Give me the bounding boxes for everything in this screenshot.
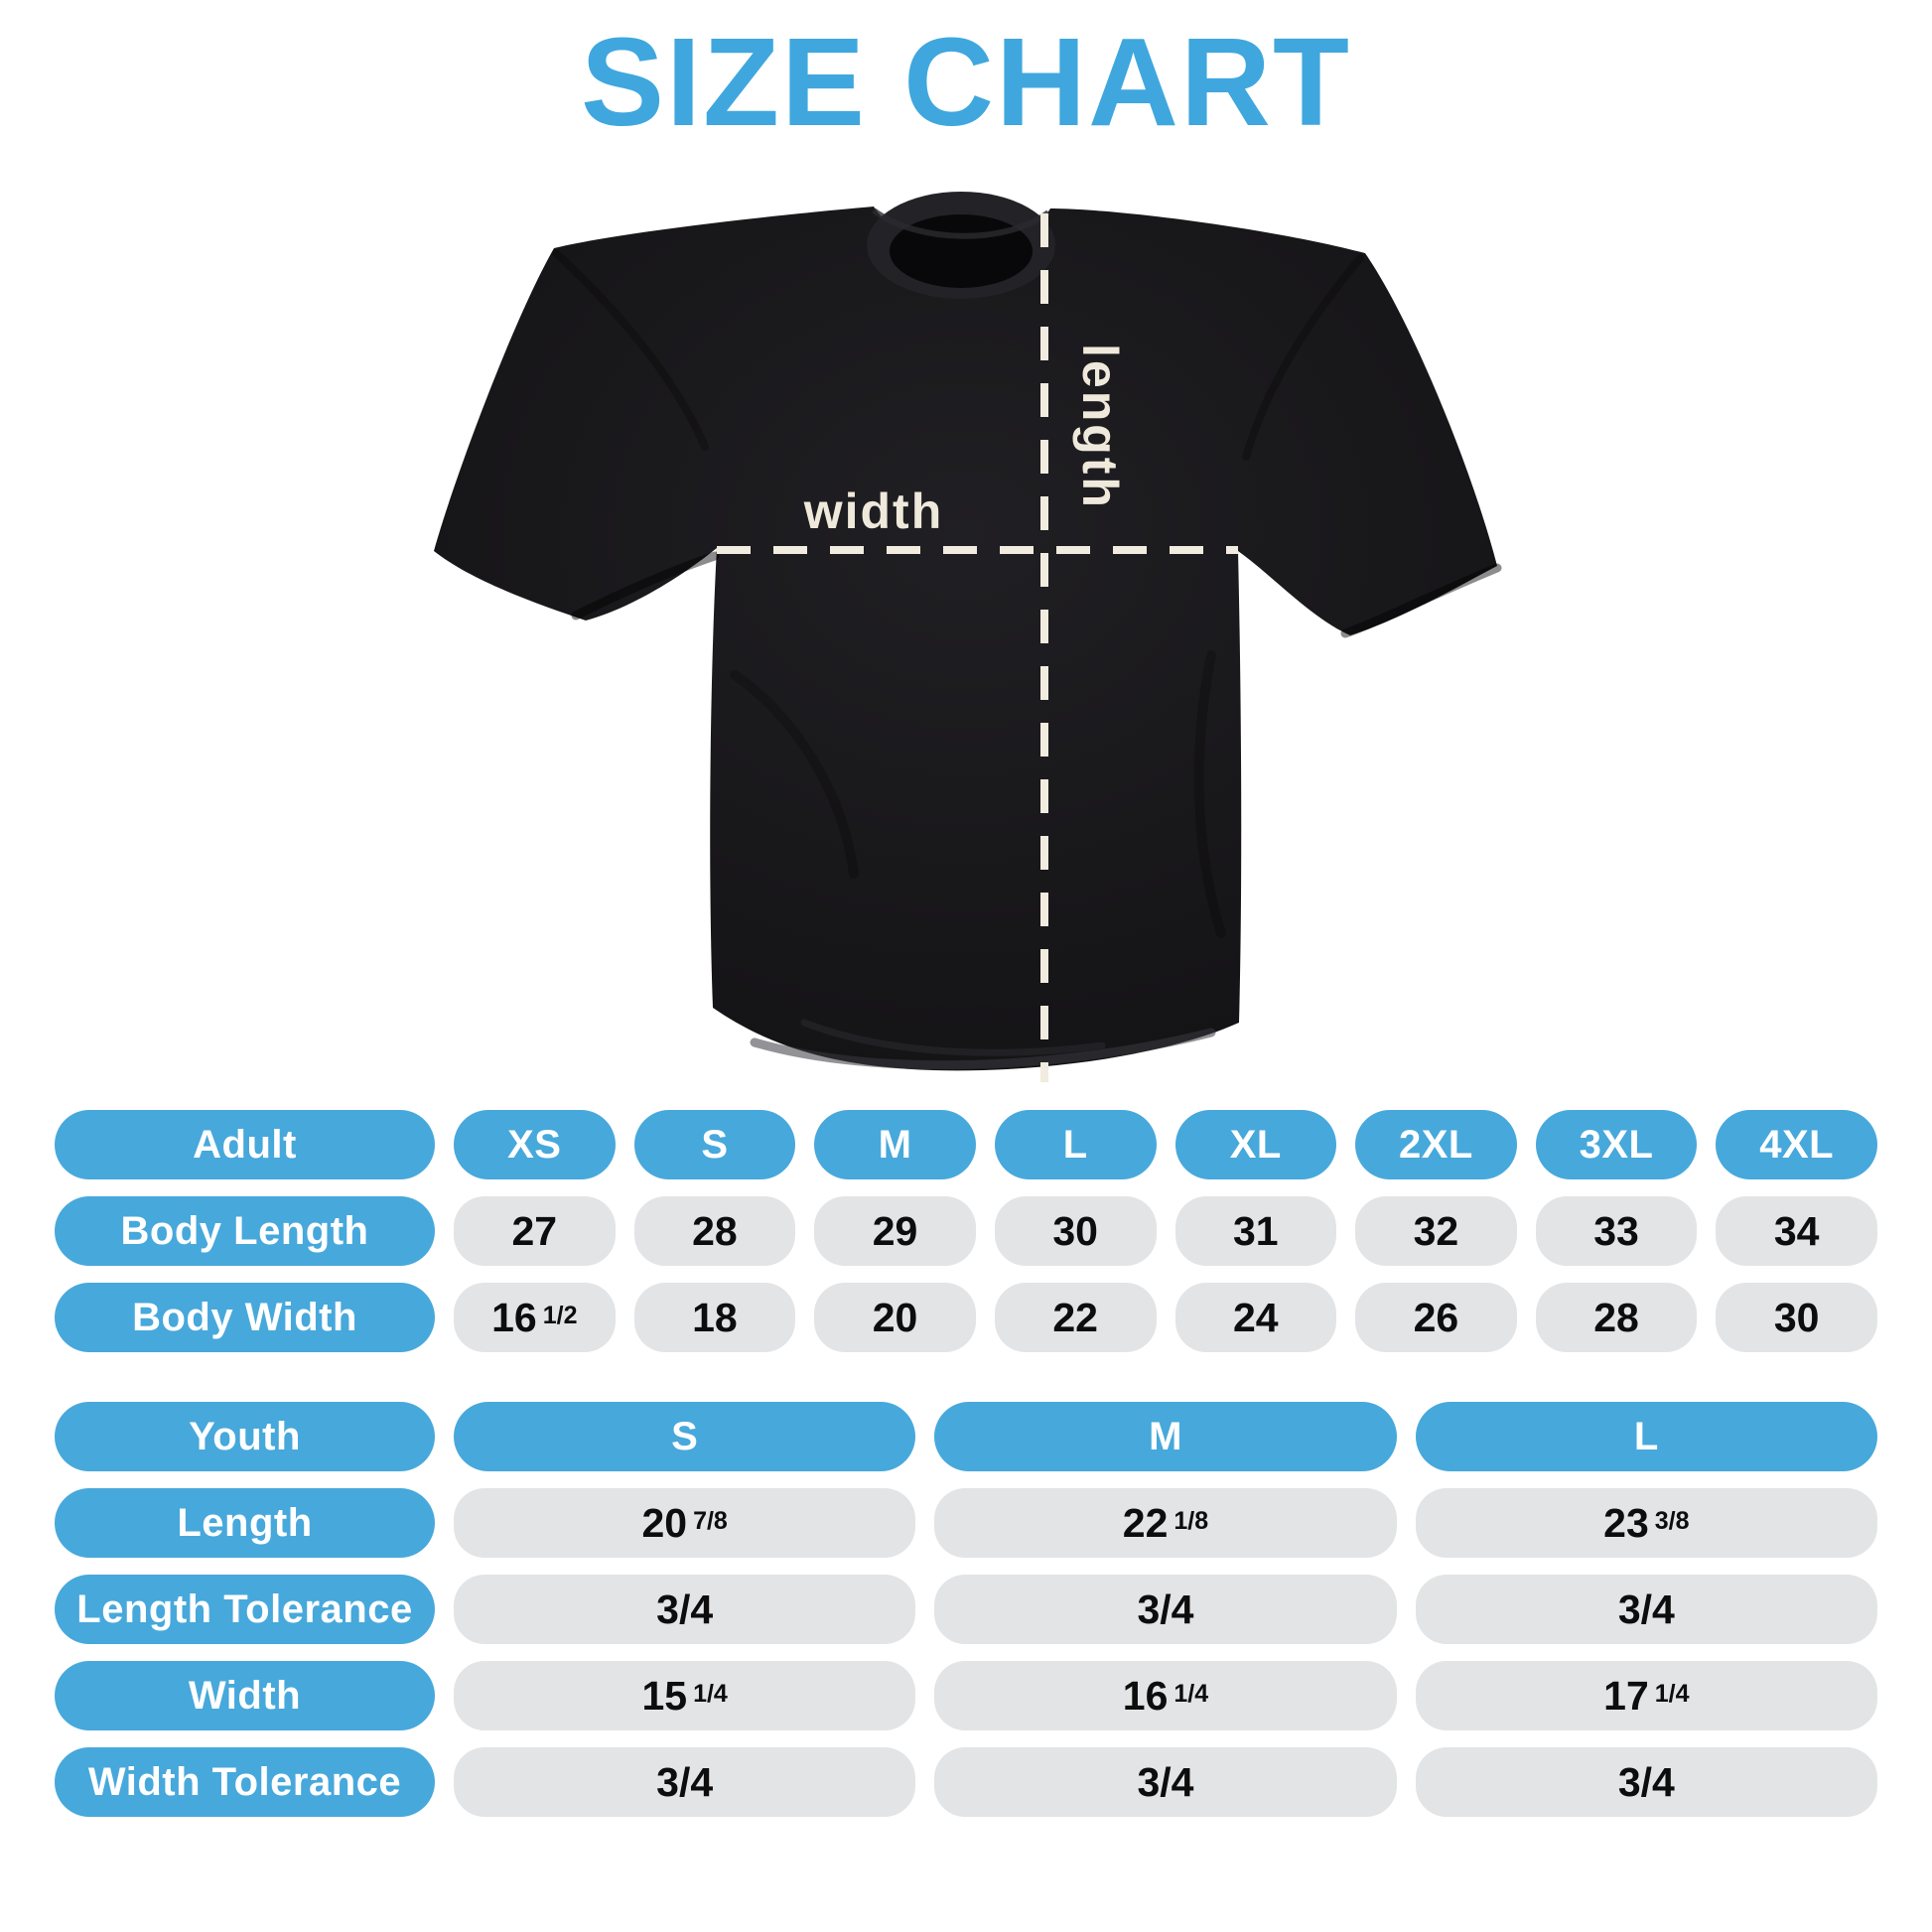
adult-size-pill-XL: XL [1174, 1110, 1337, 1179]
width-label: width [803, 483, 944, 539]
youth-row-label-pill: Width Tolerance [55, 1747, 435, 1817]
fabric-wrinkles [552, 249, 1502, 1070]
adult-header-pill: Adult [55, 1110, 435, 1179]
adult-value-pill: 24 [1174, 1283, 1337, 1352]
youth-value-pill: 17 1/4 [1415, 1661, 1877, 1730]
fraction-part: 1/4 [1654, 1679, 1690, 1708]
adult-value-pill: 30 [1716, 1283, 1877, 1352]
youth-value-pill: 22 1/8 [934, 1488, 1397, 1558]
fraction-part: 1/2 [542, 1301, 578, 1329]
adult-value-pill: 18 [633, 1283, 796, 1352]
youth-row-label-pill: Width [55, 1661, 435, 1730]
adult-value-pill: 29 [814, 1196, 976, 1266]
youth-size-table: Youth S M L Length 20 7/8 22 1/8 23 3/8 Length Tole… [55, 1402, 1877, 1817]
youth-size-pill-L: L [1415, 1402, 1877, 1471]
adult-row-label-pill: Body Width [55, 1283, 435, 1352]
youth-header-pill: Youth [55, 1402, 435, 1471]
page-title: SIZE CHART [581, 12, 1351, 152]
adult-size-pill-XS: XS [454, 1110, 616, 1179]
youth-value-pill: 3/4 [934, 1575, 1397, 1644]
adult-value-pill: 28 [1535, 1283, 1698, 1352]
youth-value-pill: 3/4 [1415, 1575, 1877, 1644]
youth-value-pill: 3/4 [1415, 1747, 1877, 1817]
length-label: length [1072, 344, 1128, 510]
fraction-part: 1/4 [693, 1679, 728, 1708]
adult-size-pill-3XL: 3XL [1535, 1110, 1698, 1179]
adult-value-pill: 34 [1716, 1196, 1877, 1266]
adult-value-pill: 31 [1174, 1196, 1337, 1266]
youth-size-pill-S: S [454, 1402, 916, 1471]
fraction-part: 7/8 [693, 1506, 728, 1535]
youth-value-pill: 16 1/4 [934, 1661, 1397, 1730]
tshirt-body [434, 207, 1497, 1071]
adult-value-pill: 30 [994, 1196, 1157, 1266]
adult-value-pill: 26 [1355, 1283, 1517, 1352]
youth-value-pill: 3/4 [454, 1575, 916, 1644]
adult-size-table: Adult XS S M L XL 2XL 3XL 4XL Body Length 27 28 29 30… [55, 1110, 1877, 1352]
adult-value-pill: 28 [633, 1196, 796, 1266]
adult-size-pill-M: M [814, 1110, 976, 1179]
adult-size-pill-S: S [633, 1110, 796, 1179]
adult-size-pill-L: L [994, 1110, 1157, 1179]
fraction-part: 1/8 [1173, 1506, 1209, 1535]
fraction-part: 3/8 [1654, 1506, 1690, 1535]
youth-value-pill: 15 1/4 [454, 1661, 916, 1730]
youth-value-pill: 3/4 [934, 1747, 1397, 1817]
youth-row-label-pill: Length [55, 1488, 435, 1558]
adult-value-pill: 33 [1535, 1196, 1698, 1266]
tshirt-diagram: width length [434, 192, 1502, 1082]
tshirt-collar [867, 192, 1055, 299]
youth-value-pill: 23 3/8 [1415, 1488, 1877, 1558]
adult-value-pill: 20 [814, 1283, 976, 1352]
youth-size-pill-M: M [934, 1402, 1397, 1471]
adult-size-pill-2XL: 2XL [1355, 1110, 1517, 1179]
youth-row-label-pill: Length Tolerance [55, 1575, 435, 1644]
adult-size-pill-4XL: 4XL [1716, 1110, 1877, 1179]
adult-value-pill: 32 [1355, 1196, 1517, 1266]
fraction-part: 1/4 [1173, 1679, 1209, 1708]
youth-value-pill: 3/4 [454, 1747, 916, 1817]
youth-value-pill: 20 7/8 [454, 1488, 916, 1558]
adult-value-pill: 16 1/2 [454, 1283, 616, 1352]
adult-row-label-pill: Body Length [55, 1196, 435, 1266]
adult-value-pill: 27 [454, 1196, 616, 1266]
adult-value-pill: 22 [994, 1283, 1157, 1352]
